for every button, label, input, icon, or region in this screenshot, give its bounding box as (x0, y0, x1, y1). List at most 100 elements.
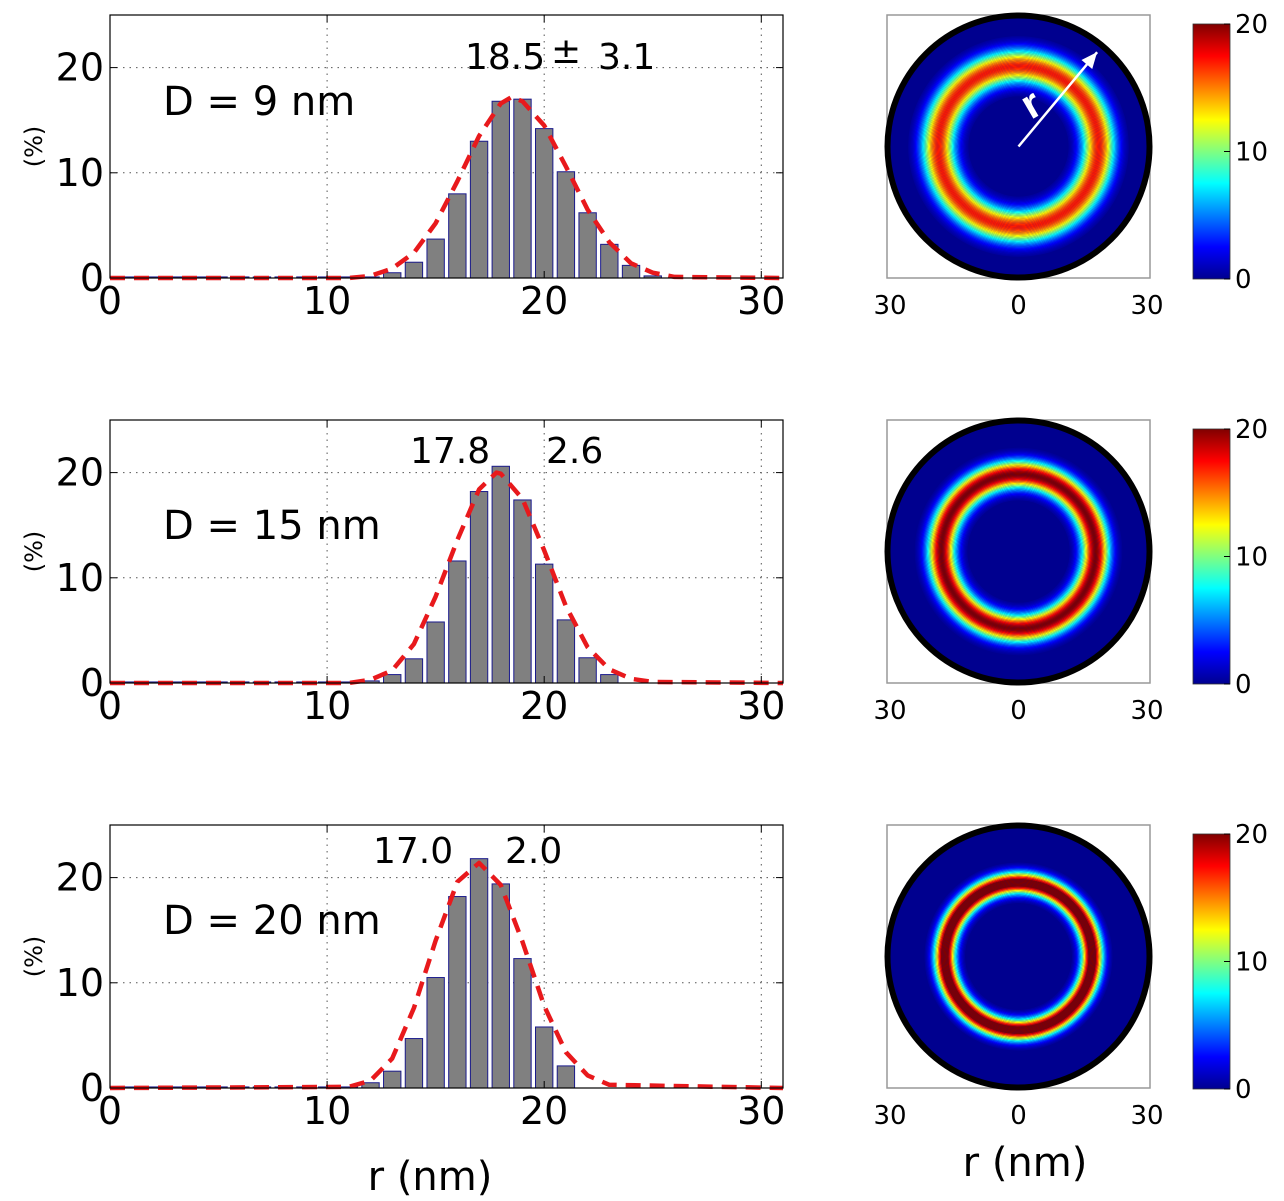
y-tick-label: 0 (80, 1066, 104, 1110)
gaussian-fit-line (109, 860, 784, 1091)
intensity-band-mask (967, 500, 1070, 603)
std-value-label: 2.6 (546, 431, 603, 472)
plot-area (110, 420, 783, 683)
mean-value-label: 18.5 (465, 37, 545, 78)
histogram-bar (383, 272, 402, 279)
colorbar (1192, 833, 1231, 1090)
histogram-panel-1: 0 10 20 30 0 10 20 (%) D = 9 nm 18.5 ±3.1 (20, 14, 785, 323)
histogram-bar (513, 958, 532, 1089)
x-tick-label: 20 (520, 684, 568, 728)
colorbar-tick-label: 20 (1235, 820, 1268, 850)
colorbar-tick-label: 10 (1235, 543, 1268, 573)
y-tick-label: 20 (56, 451, 104, 495)
x-tick-label: 20 (520, 1089, 568, 1133)
map-tick-label: 30 (873, 291, 906, 321)
histogram-panels: 0 10 20 30 0 10 20 (%) D = 9 nm 18.5 ±3.1 0 10 20 30 0 1… (20, 14, 785, 1133)
mean-value-label: 17.0 (373, 831, 453, 872)
y-axis-label: (%) (20, 936, 48, 978)
histogram-bar (621, 264, 641, 279)
histogram-panel-2: 0 10 20 30 0 10 20 (%) D = 15 nm 17.8 2.6 (20, 419, 785, 728)
histogram-bar (383, 1070, 402, 1089)
map-tick-label: 0 (1010, 696, 1027, 726)
diameter-label: D = 15 nm (163, 503, 381, 549)
histogram-bar (491, 465, 510, 684)
colorbar (1192, 23, 1231, 280)
plot-area (110, 825, 783, 1088)
map-boundary (884, 417, 1153, 686)
histogram-bar (404, 1038, 424, 1089)
diameter-label: D = 20 nm (163, 898, 381, 944)
histogram-bar (556, 1065, 576, 1089)
histogram-bar (513, 98, 532, 279)
histogram-bar (426, 621, 445, 684)
map-tick-label: 30 (1130, 696, 1163, 726)
histogram-bar (469, 491, 489, 684)
map-tick-label: 0 (1010, 1101, 1027, 1131)
y-axis-label: (%) (20, 531, 48, 573)
map-x-axis-label: r (nm) (963, 1140, 1088, 1186)
mean-value-label: 17.8 (410, 431, 490, 472)
map-tick-label: 0 (1010, 291, 1027, 321)
y-tick-label: 0 (80, 256, 104, 300)
histogram-bar (491, 883, 510, 1089)
map-boundary (884, 12, 1153, 281)
colorbar-tick-label: 10 (1235, 138, 1268, 168)
x-tick-label: 10 (303, 684, 351, 728)
colorbar-tick-label: 0 (1235, 670, 1252, 700)
y-axis-label: (%) (20, 126, 48, 168)
plus-minus-label: ± (551, 31, 581, 72)
y-tick-label: 0 (80, 661, 104, 705)
x-tick-label: 30 (737, 684, 785, 728)
colorbar-tick-label: 20 (1235, 415, 1268, 445)
y-tick-label: 10 (56, 151, 104, 195)
radius-arrow (1017, 51, 1099, 148)
diameter-label: D = 9 nm (163, 79, 355, 125)
std-value-label: 2.0 (505, 831, 562, 872)
radius-arrowhead (1081, 52, 1098, 69)
y-tick-label: 10 (56, 556, 104, 600)
histogram-bar (535, 128, 554, 279)
axes-frame (109, 419, 784, 684)
colorbar-tick-label: 10 (1235, 948, 1268, 978)
axes-frame (109, 14, 784, 279)
y-tick-label: 20 (56, 856, 104, 900)
colorbar (1192, 428, 1231, 685)
radial-map-2: 30 0 30 0 10 20 (873, 415, 1268, 726)
histogram-panel-3: 0 10 20 30 0 10 20 (%) D = 20 nm 17.0 2.0 (20, 824, 785, 1133)
histogram-bar (426, 238, 445, 279)
histogram-bar (404, 658, 424, 684)
y-tick-label: 20 (56, 46, 104, 90)
x-tick-label: 30 (737, 279, 785, 323)
histogram-bar (513, 499, 532, 684)
x-tick-label: 0 (98, 279, 122, 323)
histogram-bar (426, 977, 445, 1089)
x-tick-label: 0 (98, 1089, 122, 1133)
histogram-bar (383, 674, 402, 684)
plot-area (110, 15, 783, 278)
map-tick-label: 30 (1130, 291, 1163, 321)
x-tick-label: 10 (303, 1089, 351, 1133)
histogram-bar (535, 563, 554, 684)
map-boundary (884, 822, 1153, 1091)
histogram-bar (448, 560, 467, 684)
histogram-bar (491, 100, 510, 279)
gaussian-fit-line (110, 94, 784, 281)
histogram-bar (600, 674, 619, 684)
x-tick-label: 20 (520, 279, 568, 323)
axes-frame (109, 824, 784, 1089)
histogram-x-axis-label: r (nm) (368, 1154, 493, 1200)
histogram-bar (404, 261, 424, 279)
x-tick-label: 30 (737, 1089, 785, 1133)
x-tick-label: 10 (303, 279, 351, 323)
histogram-bar (469, 140, 489, 279)
std-value-label: 3.1 (598, 37, 655, 78)
radial-map-3: 30 0 30 0 10 20 (873, 820, 1268, 1131)
histogram-bar (578, 657, 597, 684)
histogram-bar (556, 619, 576, 684)
colorbar-tick-label: 0 (1235, 1075, 1252, 1105)
map-tick-label: 30 (873, 696, 906, 726)
gaussian-fit-line (110, 470, 784, 686)
